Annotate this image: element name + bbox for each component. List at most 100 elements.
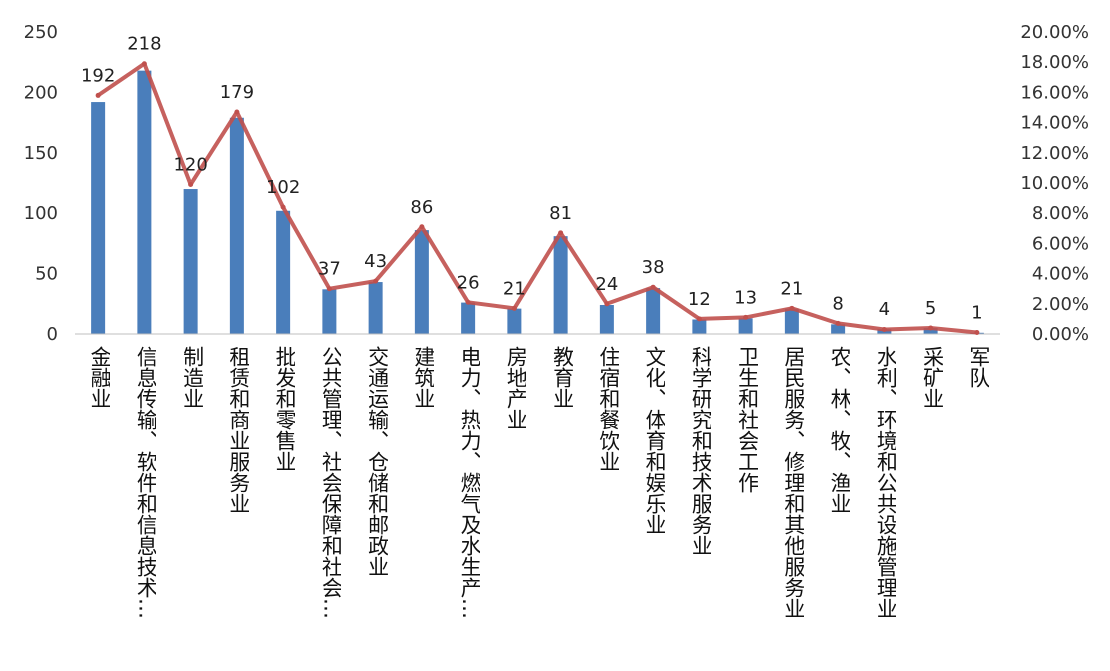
right-y-tick-label: 8.00% <box>1032 203 1089 224</box>
bar <box>183 189 198 334</box>
line-series <box>95 61 980 335</box>
line-point <box>974 329 980 335</box>
category-label: 居民服务、修理和其他服务业 <box>781 346 804 619</box>
right-y-tick-label: 20.00% <box>1020 22 1089 43</box>
bar-series <box>91 70 984 335</box>
data-label: 102 <box>266 177 300 198</box>
category-label: 信息传输、软件和信息技术… <box>134 346 157 619</box>
data-label: 24 <box>595 274 618 295</box>
line-point <box>511 305 517 311</box>
right-y-tick-label: 16.00% <box>1020 82 1089 103</box>
line-point <box>188 182 194 188</box>
data-label: 1 <box>971 302 982 323</box>
line-point <box>604 301 610 307</box>
left-y-tick-label: 100 <box>24 203 58 224</box>
right-y-tick-label: 10.00% <box>1020 173 1089 194</box>
data-label: 81 <box>549 203 572 224</box>
data-label: 38 <box>642 257 665 278</box>
bar <box>229 117 244 334</box>
category-label: 制造业 <box>180 346 203 409</box>
category-label: 农、林、牧、渔业 <box>828 346 851 514</box>
line-point <box>928 325 934 331</box>
line-point <box>558 230 564 236</box>
data-label: 21 <box>780 278 803 299</box>
bar <box>368 282 383 334</box>
bar <box>322 289 337 334</box>
data-label: 21 <box>503 278 526 299</box>
left-y-tick-label: 50 <box>35 264 58 285</box>
category-label: 水利、环境和公共设施管理业 <box>874 346 897 619</box>
category-label: 交通运输、仓储和邮政业 <box>365 346 388 577</box>
right-y-tick-label: 0.00% <box>1032 324 1089 345</box>
data-label: 120 <box>173 155 207 176</box>
bar <box>553 236 568 334</box>
bar <box>461 302 476 334</box>
line-point <box>465 299 471 305</box>
data-label: 43 <box>364 251 387 272</box>
bar <box>784 308 799 334</box>
left-y-tick-label: 200 <box>24 82 58 103</box>
data-label: 218 <box>127 34 161 55</box>
category-label: 电力、热力、燃气及水生产… <box>458 346 481 619</box>
right-y-tick-label: 6.00% <box>1032 233 1089 254</box>
bar <box>414 230 429 334</box>
bar <box>923 327 938 334</box>
bar <box>507 308 522 334</box>
left-y-axis: 0 50 100 150 200 250 <box>24 22 58 345</box>
line-point <box>280 204 286 210</box>
line-point <box>141 61 147 67</box>
right-y-tick-label: 4.00% <box>1032 264 1089 285</box>
category-label: 批发和零售业 <box>273 346 296 472</box>
right-y-tick-label: 18.00% <box>1020 52 1089 73</box>
data-label: 192 <box>81 65 115 86</box>
data-label: 37 <box>318 259 341 280</box>
line-point <box>373 278 379 284</box>
data-label: 26 <box>457 272 480 293</box>
bar <box>646 288 661 334</box>
data-label: 179 <box>220 82 254 103</box>
category-label: 金融业 <box>88 346 111 409</box>
bar <box>692 319 707 334</box>
left-y-tick-label: 250 <box>24 22 58 43</box>
category-label: 卫生和社会工作 <box>735 346 758 493</box>
line-point <box>881 326 887 332</box>
bar <box>276 210 291 334</box>
category-label: 文化、体育和娱乐业 <box>643 346 666 535</box>
data-label: 5 <box>925 298 936 319</box>
bar <box>738 318 753 334</box>
bar <box>137 70 152 334</box>
line-point <box>419 224 425 230</box>
bar <box>599 305 614 334</box>
line-point <box>234 109 240 115</box>
category-label: 住宿和餐饮业 <box>596 346 619 472</box>
line-point <box>650 284 656 290</box>
data-label: 86 <box>410 197 433 218</box>
data-label: 13 <box>734 287 757 308</box>
category-label: 租赁和商业服务业 <box>226 346 249 514</box>
line-series-path <box>96 61 979 335</box>
bar <box>831 324 846 334</box>
category-label: 公共管理、社会保障和社会… <box>319 346 342 619</box>
category-label: 军队 <box>966 346 989 388</box>
left-y-tick-label: 150 <box>24 143 58 164</box>
left-y-tick-label: 0 <box>47 324 58 345</box>
line-point <box>743 314 749 320</box>
data-label: 12 <box>688 289 711 310</box>
category-label: 采矿业 <box>920 346 943 409</box>
category-label: 建筑业 <box>411 346 434 409</box>
line-point <box>835 320 841 326</box>
category-label: 科学研究和技术服务业 <box>689 346 712 556</box>
bar <box>91 102 106 335</box>
line-point <box>789 305 795 311</box>
right-y-tick-label: 14.00% <box>1020 113 1089 134</box>
line-point <box>95 92 101 98</box>
data-label: 4 <box>879 299 890 320</box>
category-label: 教育业 <box>550 346 573 409</box>
right-y-tick-label: 12.00% <box>1020 143 1089 164</box>
right-y-tick-label: 2.00% <box>1032 294 1089 315</box>
line-point <box>696 316 702 322</box>
category-label: 房地产业 <box>504 346 527 430</box>
data-label: 8 <box>832 293 843 314</box>
